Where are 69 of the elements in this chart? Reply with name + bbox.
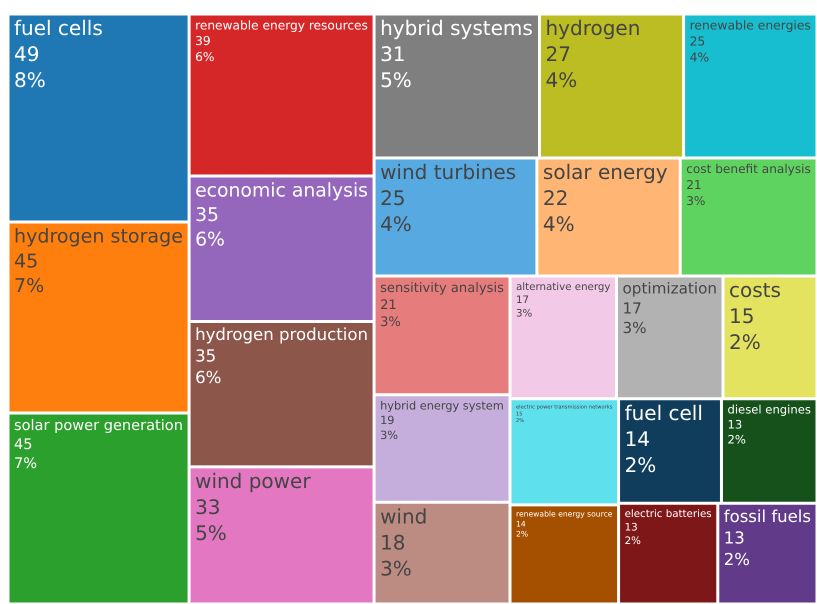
category-label: hydrogen production	[195, 325, 368, 344]
data-label: 13	[727, 418, 742, 432]
data-label: 14	[624, 426, 650, 451]
text: 4%	[690, 50, 710, 64]
category-label: hybrid energy system	[380, 398, 504, 412]
text: 6%	[195, 229, 225, 250]
data-label: 13	[724, 528, 745, 548]
data-label: 35	[195, 204, 220, 226]
data-label: 27	[546, 42, 571, 66]
data-label: 17	[622, 299, 642, 318]
category-label: diesel engines	[727, 402, 811, 417]
text: 6%	[195, 50, 214, 64]
data-label: 17	[516, 294, 530, 306]
text: 3%	[516, 307, 532, 320]
category-label: fuel cell	[624, 400, 703, 425]
data-label: 39	[195, 34, 211, 48]
text: 2%	[624, 452, 656, 477]
category-label: wind power	[195, 469, 312, 494]
data-label: 19	[380, 413, 394, 428]
text: 3%	[380, 315, 401, 330]
data-label: 49	[14, 42, 40, 66]
category-label: costs	[729, 278, 781, 302]
text: 7%	[14, 454, 38, 472]
data-label: 18	[380, 530, 406, 554]
data-label: 35	[195, 346, 216, 366]
category-label: hybrid systems	[380, 16, 533, 40]
data-label: 33	[195, 495, 221, 520]
category-label: fuel cells	[14, 16, 103, 40]
category-label: economic analysis	[195, 180, 368, 202]
data-label: 22	[542, 186, 568, 210]
text: 7%	[14, 275, 44, 298]
text: 5%	[195, 521, 227, 546]
category-label: sensitivity analysis	[380, 280, 504, 296]
data-label: 21	[380, 298, 397, 314]
category-label: wind	[380, 504, 428, 528]
text: 4%	[546, 68, 578, 92]
category-label: cost benefit analysis	[686, 162, 811, 176]
category-label: optimization	[622, 280, 718, 298]
text: 3%	[622, 319, 647, 338]
data-label: 45	[14, 250, 38, 272]
category-label: solar power generation	[14, 417, 183, 434]
category-label: electric batteries	[624, 508, 712, 520]
category-label: solar energy	[542, 160, 668, 184]
category-label: alternative energy	[516, 280, 610, 293]
data-label: 31	[380, 42, 406, 66]
text: 2%	[727, 432, 746, 447]
text: 3%	[686, 194, 706, 208]
data-label: 25	[380, 186, 406, 210]
text: 8%	[14, 68, 46, 92]
category-label: fossil fuels	[724, 506, 811, 526]
text: 6%	[195, 368, 222, 388]
category-label: renewable energies	[690, 18, 811, 32]
text: 5%	[380, 68, 412, 92]
data-label: 21	[686, 178, 702, 192]
category-label: renewable energy resources	[195, 18, 368, 32]
data-label: 25	[690, 34, 706, 48]
text: 4%	[542, 212, 575, 236]
category-label: wind turbines	[380, 160, 516, 184]
text: 2%	[724, 550, 750, 569]
text: 3%	[380, 556, 412, 580]
text: 2%	[624, 534, 641, 547]
category-label: hydrogen	[546, 16, 640, 40]
text: 4%	[380, 212, 412, 236]
data-label: 15	[729, 304, 754, 328]
data-label: 45	[14, 436, 33, 454]
data-label: 13	[624, 521, 638, 534]
text: 3%	[380, 428, 398, 442]
text: 2%	[729, 330, 761, 354]
category-label: hydrogen storage	[14, 225, 183, 248]
